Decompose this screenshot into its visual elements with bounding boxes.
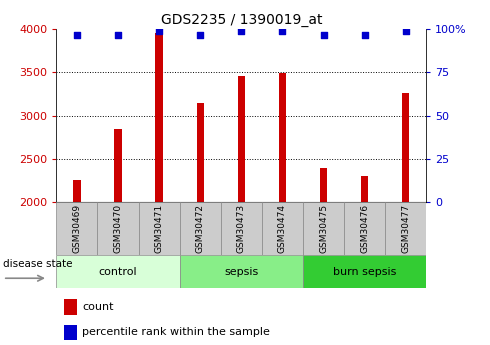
Bar: [180, 255, 303, 288]
Text: burn sepsis: burn sepsis: [333, 267, 396, 277]
Bar: [139, 202, 180, 255]
Bar: [303, 255, 426, 288]
Bar: [196, 103, 204, 345]
Bar: [73, 180, 80, 345]
Point: [361, 32, 368, 37]
Point: [155, 28, 163, 34]
Point: [319, 32, 327, 37]
Bar: [114, 129, 122, 345]
Point: [196, 32, 204, 37]
Text: GSM30471: GSM30471: [155, 204, 164, 253]
Title: GDS2235 / 1390019_at: GDS2235 / 1390019_at: [161, 13, 322, 27]
Text: disease state: disease state: [3, 259, 73, 269]
Bar: [56, 202, 98, 255]
Bar: [344, 202, 385, 255]
Text: GSM30469: GSM30469: [73, 204, 81, 253]
Bar: [98, 202, 139, 255]
Text: GSM30470: GSM30470: [114, 204, 122, 253]
Bar: [155, 33, 163, 345]
Bar: [180, 202, 221, 255]
Bar: [238, 76, 245, 345]
Bar: [279, 73, 286, 345]
Point: [238, 28, 245, 34]
Text: control: control: [98, 267, 137, 277]
Point: [73, 32, 81, 37]
Bar: [64, 325, 77, 340]
Text: GSM30472: GSM30472: [196, 204, 205, 253]
Bar: [361, 176, 368, 345]
Point: [402, 28, 410, 34]
Text: sepsis: sepsis: [224, 267, 258, 277]
Text: percentile rank within the sample: percentile rank within the sample: [82, 327, 270, 337]
Text: GSM30473: GSM30473: [237, 204, 246, 253]
Point: [114, 32, 122, 37]
Text: GSM30476: GSM30476: [360, 204, 369, 253]
Bar: [221, 202, 262, 255]
Text: count: count: [82, 302, 114, 312]
Text: GSM30477: GSM30477: [401, 204, 410, 253]
Point: [278, 28, 286, 34]
Text: GSM30475: GSM30475: [319, 204, 328, 253]
Bar: [56, 255, 180, 288]
Bar: [262, 202, 303, 255]
Bar: [402, 93, 410, 345]
Bar: [64, 299, 77, 315]
Bar: [320, 168, 327, 345]
Bar: [385, 202, 426, 255]
Bar: [303, 202, 344, 255]
Text: GSM30474: GSM30474: [278, 204, 287, 253]
